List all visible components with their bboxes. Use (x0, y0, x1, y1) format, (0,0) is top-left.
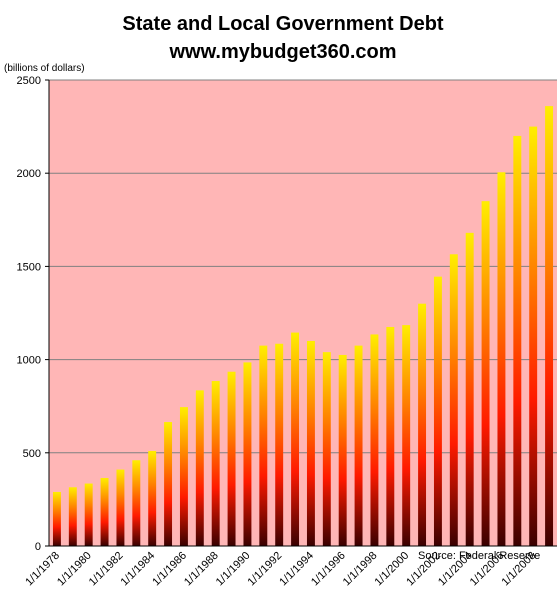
bar-1-1-1990 (243, 362, 252, 546)
bar-1-1-1992 (275, 343, 284, 546)
bar-1-1-1988 (211, 381, 220, 546)
bar-1-1-1996 (338, 354, 347, 546)
bars (52, 106, 554, 547)
bar-1-1-1999 (386, 326, 395, 546)
bar-1-1-2009 (545, 106, 554, 546)
x-tick-label: 1/1/1992 (246, 550, 285, 589)
bar-1-1-2000 (402, 325, 411, 546)
bar-1-1-2006 (497, 172, 506, 546)
bar-1-1-1986 (179, 407, 188, 546)
bar-1-1-1978 (52, 491, 61, 546)
bar-1-1-2002 (433, 276, 442, 546)
bar-1-1-1984 (148, 450, 157, 546)
bar-1-1-2007 (513, 135, 522, 547)
y-tick-label: 2000 (17, 168, 41, 180)
bar-1-1-1989 (227, 371, 236, 546)
bar-1-1-1987 (195, 390, 204, 546)
x-tick-label: 1/1/2000 (373, 550, 412, 589)
bar-1-1-2001 (418, 303, 427, 546)
x-tick-label: 1/1/1982 (87, 550, 126, 589)
bar-1-1-1982 (116, 469, 125, 546)
chart-title: State and Local Government Debt (122, 13, 444, 35)
x-tick-label: 1/1/1980 (55, 550, 94, 589)
x-tick-label: 1/1/1986 (150, 550, 189, 589)
bar-1-1-2004 (465, 232, 474, 546)
x-tick-label: 1/1/1998 (341, 550, 380, 589)
x-tick-label: 1/1/1996 (309, 550, 348, 589)
y-tick-label: 0 (35, 541, 41, 553)
bar-1-1-1994 (306, 340, 315, 546)
bar-1-1-2005 (481, 201, 490, 546)
bar-1-1-1991 (259, 345, 268, 546)
plot-area (49, 80, 557, 546)
bar-1-1-2003 (449, 254, 458, 546)
bar-1-1-1979 (68, 487, 77, 546)
bar-1-1-1980 (84, 483, 93, 546)
bar-1-1-1983 (132, 460, 141, 546)
x-tick-label: 1/1/1984 (119, 550, 158, 589)
y-tick-labels: 0 500 1000 1500 2000 2500 (17, 75, 49, 553)
bar-1-1-1995 (322, 352, 331, 546)
x-tick-label: 1/1/1988 (182, 550, 221, 589)
bar-1-1-1993 (291, 332, 300, 546)
y-axis-label: (billions of dollars) (4, 63, 85, 74)
x-tick-label: 1/1/1990 (214, 550, 253, 589)
bar-1-1-1985 (164, 422, 173, 546)
bar-1-1-1997 (354, 345, 363, 546)
bar-1-1-1981 (100, 477, 109, 546)
source-note: Source: Federal Reserve (418, 550, 540, 562)
x-tick-label: 1/1/1978 (23, 550, 62, 589)
chart-subtitle: www.mybudget360.com (168, 41, 396, 63)
y-tick-label: 2500 (17, 75, 41, 87)
y-tick-label: 1000 (17, 355, 41, 367)
y-tick-label: 1500 (17, 261, 41, 273)
bar-1-1-1998 (370, 334, 379, 546)
x-tick-label: 1/1/1994 (277, 550, 316, 589)
bar-1-1-2008 (529, 126, 538, 546)
y-tick-label: 500 (23, 448, 41, 460)
